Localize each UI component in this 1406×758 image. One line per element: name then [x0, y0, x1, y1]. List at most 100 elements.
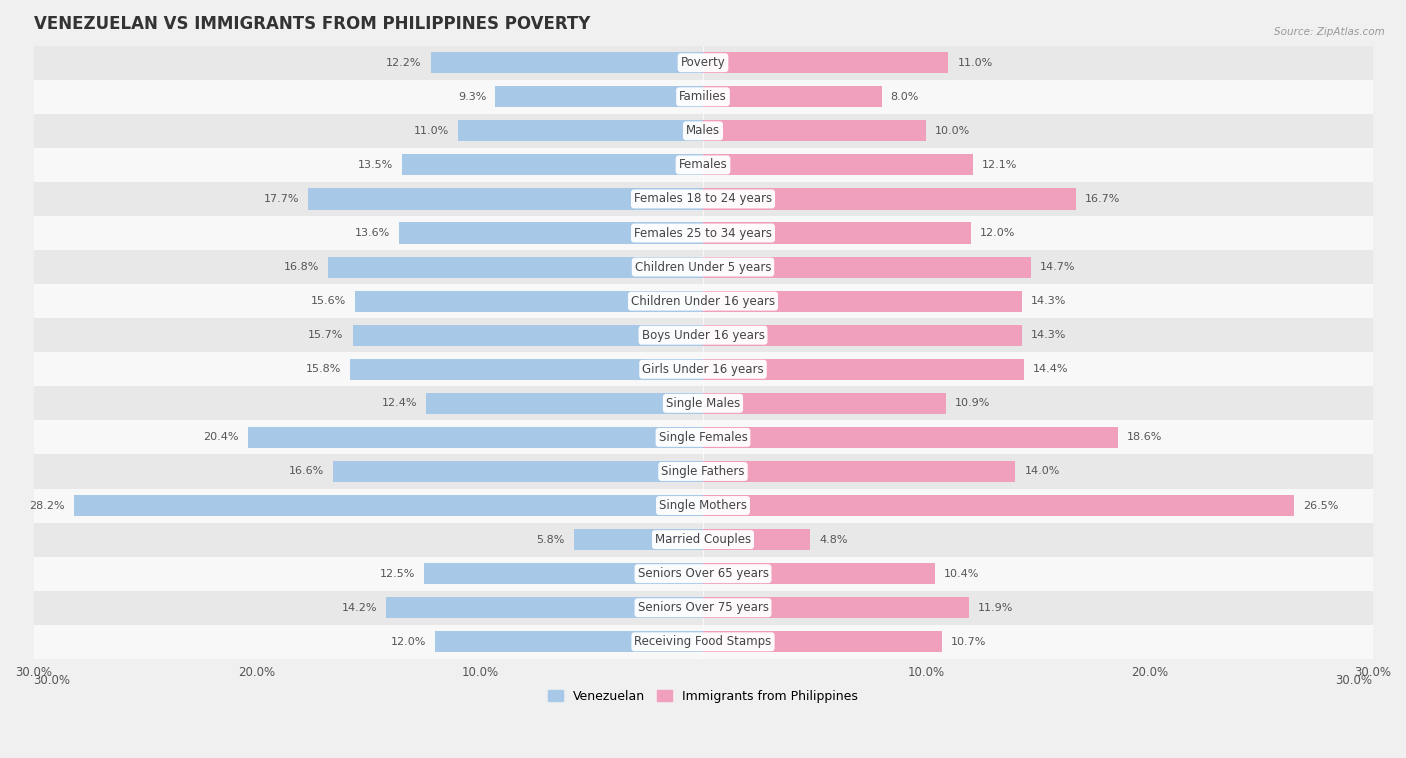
Text: Females 18 to 24 years: Females 18 to 24 years — [634, 193, 772, 205]
Text: 16.6%: 16.6% — [288, 466, 323, 477]
Text: 12.1%: 12.1% — [981, 160, 1018, 170]
Bar — [703, 597, 969, 619]
Text: 14.2%: 14.2% — [342, 603, 377, 612]
Text: 14.0%: 14.0% — [1025, 466, 1060, 477]
Bar — [350, 359, 703, 380]
Bar — [399, 222, 703, 243]
Bar — [34, 488, 1372, 522]
Bar — [703, 529, 810, 550]
Text: 13.6%: 13.6% — [356, 228, 391, 238]
Text: Girls Under 16 years: Girls Under 16 years — [643, 363, 763, 376]
Bar — [426, 393, 703, 414]
Bar — [34, 45, 1372, 80]
Text: 30.0%: 30.0% — [34, 675, 70, 688]
Text: 11.0%: 11.0% — [957, 58, 993, 67]
Text: 15.7%: 15.7% — [308, 330, 343, 340]
Text: 14.3%: 14.3% — [1031, 296, 1066, 306]
Bar — [34, 250, 1372, 284]
Text: 26.5%: 26.5% — [1303, 500, 1339, 511]
Text: Single Females: Single Females — [658, 431, 748, 444]
Text: Single Mothers: Single Mothers — [659, 499, 747, 512]
Bar — [333, 461, 703, 482]
Text: Children Under 5 years: Children Under 5 years — [634, 261, 772, 274]
Bar — [703, 222, 970, 243]
Bar — [703, 563, 935, 584]
Bar — [34, 352, 1372, 387]
Bar — [703, 86, 882, 108]
Bar — [703, 495, 1295, 516]
Bar — [34, 318, 1372, 352]
Bar — [703, 461, 1015, 482]
Bar — [34, 80, 1372, 114]
Bar — [703, 256, 1031, 277]
Bar — [247, 427, 703, 448]
Bar — [34, 421, 1372, 455]
Text: Seniors Over 65 years: Seniors Over 65 years — [637, 567, 769, 580]
Bar — [703, 290, 1022, 312]
Text: Families: Families — [679, 90, 727, 103]
Bar — [387, 597, 703, 619]
Text: 11.0%: 11.0% — [413, 126, 449, 136]
Bar — [34, 114, 1372, 148]
Bar — [34, 284, 1372, 318]
Bar — [34, 522, 1372, 556]
Text: Poverty: Poverty — [681, 56, 725, 69]
Text: 12.0%: 12.0% — [391, 637, 426, 647]
Bar — [34, 455, 1372, 488]
Text: Source: ZipAtlas.com: Source: ZipAtlas.com — [1274, 27, 1385, 36]
Text: 14.7%: 14.7% — [1040, 262, 1076, 272]
Text: 20.4%: 20.4% — [204, 432, 239, 443]
Text: 15.8%: 15.8% — [307, 365, 342, 374]
Bar — [436, 631, 703, 653]
Bar — [703, 393, 946, 414]
Bar — [73, 495, 703, 516]
Text: 4.8%: 4.8% — [820, 534, 848, 544]
Bar — [328, 256, 703, 277]
Text: 15.6%: 15.6% — [311, 296, 346, 306]
Bar — [457, 121, 703, 142]
Text: Receiving Food Stamps: Receiving Food Stamps — [634, 635, 772, 648]
Text: Seniors Over 75 years: Seniors Over 75 years — [637, 601, 769, 614]
Text: 18.6%: 18.6% — [1128, 432, 1163, 443]
Text: 9.3%: 9.3% — [458, 92, 486, 102]
Text: Children Under 16 years: Children Under 16 years — [631, 295, 775, 308]
Text: 10.0%: 10.0% — [935, 126, 970, 136]
Text: 14.3%: 14.3% — [1031, 330, 1066, 340]
Bar — [703, 155, 973, 175]
Text: 13.5%: 13.5% — [357, 160, 392, 170]
Text: 12.2%: 12.2% — [387, 58, 422, 67]
Bar — [34, 590, 1372, 625]
Bar — [495, 86, 703, 108]
Bar — [703, 324, 1022, 346]
Bar — [34, 216, 1372, 250]
Text: 12.5%: 12.5% — [380, 568, 415, 578]
Text: 12.0%: 12.0% — [980, 228, 1015, 238]
Text: 5.8%: 5.8% — [536, 534, 565, 544]
Bar — [34, 387, 1372, 421]
Bar — [34, 182, 1372, 216]
Bar — [34, 556, 1372, 590]
Text: 17.7%: 17.7% — [263, 194, 299, 204]
Text: Single Males: Single Males — [666, 397, 740, 410]
Text: 16.8%: 16.8% — [284, 262, 319, 272]
Bar — [308, 189, 703, 209]
Text: 10.9%: 10.9% — [955, 399, 991, 409]
Text: Boys Under 16 years: Boys Under 16 years — [641, 329, 765, 342]
Text: 16.7%: 16.7% — [1084, 194, 1121, 204]
Legend: Venezuelan, Immigrants from Philippines: Venezuelan, Immigrants from Philippines — [543, 684, 863, 708]
Bar — [703, 631, 942, 653]
Text: 10.7%: 10.7% — [950, 637, 986, 647]
Text: Males: Males — [686, 124, 720, 137]
Bar — [703, 427, 1118, 448]
Bar — [402, 155, 703, 175]
Bar — [703, 189, 1076, 209]
Text: 28.2%: 28.2% — [30, 500, 65, 511]
Text: VENEZUELAN VS IMMIGRANTS FROM PHILIPPINES POVERTY: VENEZUELAN VS IMMIGRANTS FROM PHILIPPINE… — [34, 15, 591, 33]
Text: Single Fathers: Single Fathers — [661, 465, 745, 478]
Bar — [430, 52, 703, 74]
Bar — [425, 563, 703, 584]
Text: 30.0%: 30.0% — [1336, 675, 1372, 688]
Bar — [34, 625, 1372, 659]
Text: 12.4%: 12.4% — [382, 399, 418, 409]
Text: Females: Females — [679, 158, 727, 171]
